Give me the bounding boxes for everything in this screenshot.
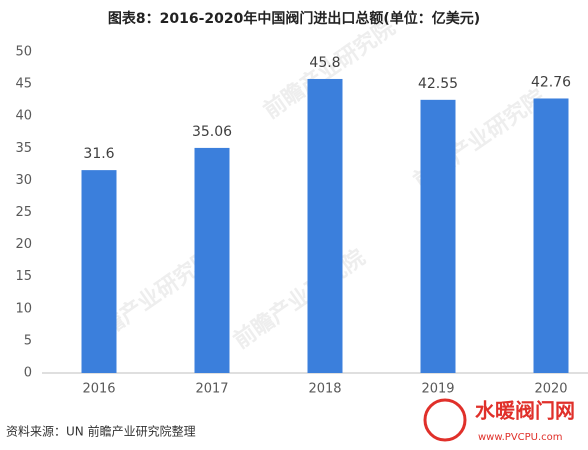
x-tick-label: 2019 — [421, 382, 454, 397]
x-tick-label: 2018 — [308, 382, 341, 397]
y-tick-label: 50 — [15, 45, 32, 60]
y-tick-label: 20 — [15, 237, 32, 252]
logo-icon — [423, 398, 467, 442]
y-tick-label: 30 — [15, 173, 32, 188]
logo-name: 水暖阀门网 — [475, 399, 575, 423]
value-label: 45.8 — [309, 55, 340, 71]
value-label: 35.06 — [192, 124, 232, 140]
watermark: 前瞻产业研究院 — [229, 244, 370, 354]
y-tick-label: 0 — [24, 366, 32, 381]
x-tick-label: 2020 — [534, 382, 567, 397]
y-tick-label: 10 — [15, 301, 32, 316]
bar — [307, 78, 343, 374]
bar — [81, 170, 117, 373]
value-label: 42.55 — [418, 76, 458, 92]
y-tick-label: 5 — [24, 333, 32, 348]
source: 资料来源：UN 前瞻产业研究院整理 — [6, 424, 196, 439]
y-tick-label: 15 — [15, 269, 32, 284]
chart-title: 图表8：2016-2020年中国阀门进出口总额(单位：亿美元) — [108, 10, 480, 27]
x-tick-label: 2016 — [82, 382, 115, 397]
logo-url: www.PVCPU.com — [478, 432, 563, 443]
y-tick-label: 35 — [15, 141, 32, 156]
value-label: 31.6 — [83, 146, 114, 162]
value-label: 42.76 — [531, 74, 571, 90]
bar — [533, 98, 569, 373]
x-tick-label: 2017 — [195, 382, 228, 397]
bar — [194, 147, 230, 373]
y-tick-label: 25 — [15, 205, 32, 220]
y-tick-label: 40 — [15, 109, 32, 124]
y-tick-label: 45 — [15, 77, 32, 92]
bar — [420, 99, 456, 373]
